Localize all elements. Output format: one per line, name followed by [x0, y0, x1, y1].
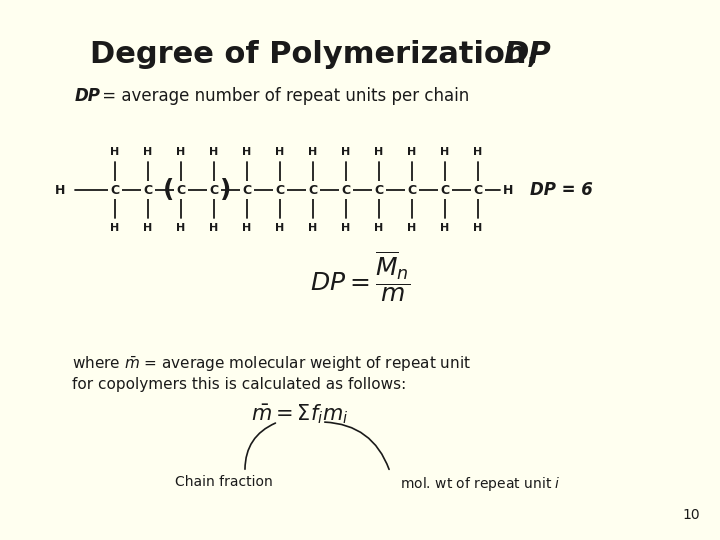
- Text: H: H: [341, 147, 351, 157]
- Text: C: C: [308, 184, 318, 197]
- Text: H: H: [210, 223, 219, 233]
- Text: $\mathit{DP} = \dfrac{\overline{M}_n}{m}$: $\mathit{DP} = \dfrac{\overline{M}_n}{m}…: [310, 250, 410, 304]
- Text: H: H: [341, 223, 351, 233]
- Text: DP: DP: [503, 40, 551, 69]
- Text: Chain fraction: Chain fraction: [175, 475, 273, 489]
- Text: H: H: [110, 147, 120, 157]
- Text: H: H: [408, 223, 417, 233]
- Text: 10: 10: [683, 508, 700, 522]
- FancyArrowPatch shape: [325, 422, 389, 469]
- Text: H: H: [55, 184, 66, 197]
- Text: H: H: [441, 223, 449, 233]
- Text: H: H: [143, 147, 153, 157]
- Text: C: C: [474, 184, 482, 197]
- Text: H: H: [275, 223, 284, 233]
- Text: Degree of Polymerization,: Degree of Polymerization,: [90, 40, 549, 69]
- Text: where $\bar{m}$ = average molecular weight of repeat unit: where $\bar{m}$ = average molecular weig…: [72, 355, 471, 374]
- Text: H: H: [143, 223, 153, 233]
- Text: H: H: [110, 223, 120, 233]
- Text: C: C: [408, 184, 417, 197]
- Text: H: H: [473, 147, 482, 157]
- Text: H: H: [243, 147, 251, 157]
- Text: H: H: [275, 147, 284, 157]
- Text: = average number of repeat units per chain: = average number of repeat units per cha…: [97, 87, 469, 105]
- Text: H: H: [308, 147, 318, 157]
- Text: H: H: [374, 223, 384, 233]
- Text: C: C: [143, 184, 153, 197]
- Text: (: (: [163, 178, 175, 202]
- Text: H: H: [441, 147, 449, 157]
- Text: C: C: [110, 184, 120, 197]
- Text: C: C: [243, 184, 251, 197]
- Text: ): ): [220, 178, 232, 202]
- Text: C: C: [341, 184, 351, 197]
- Text: C: C: [176, 184, 186, 197]
- Text: H: H: [308, 223, 318, 233]
- Text: for copolymers this is calculated as follows:: for copolymers this is calculated as fol…: [72, 377, 406, 392]
- Text: H: H: [176, 223, 186, 233]
- Text: H: H: [503, 184, 513, 197]
- Text: C: C: [210, 184, 219, 197]
- Text: $\bar{m} = \Sigma f_i m_i$: $\bar{m} = \Sigma f_i m_i$: [251, 402, 348, 426]
- Text: H: H: [210, 147, 219, 157]
- Text: DP: DP: [75, 87, 101, 105]
- Text: H: H: [243, 223, 251, 233]
- Text: mol. wt of repeat unit $i$: mol. wt of repeat unit $i$: [400, 475, 561, 493]
- Text: H: H: [408, 147, 417, 157]
- Text: H: H: [176, 147, 186, 157]
- Text: C: C: [374, 184, 384, 197]
- Text: H: H: [473, 223, 482, 233]
- Text: C: C: [276, 184, 284, 197]
- Text: DP = 6: DP = 6: [530, 181, 593, 199]
- Text: C: C: [441, 184, 449, 197]
- FancyArrowPatch shape: [245, 423, 276, 469]
- Text: H: H: [374, 147, 384, 157]
